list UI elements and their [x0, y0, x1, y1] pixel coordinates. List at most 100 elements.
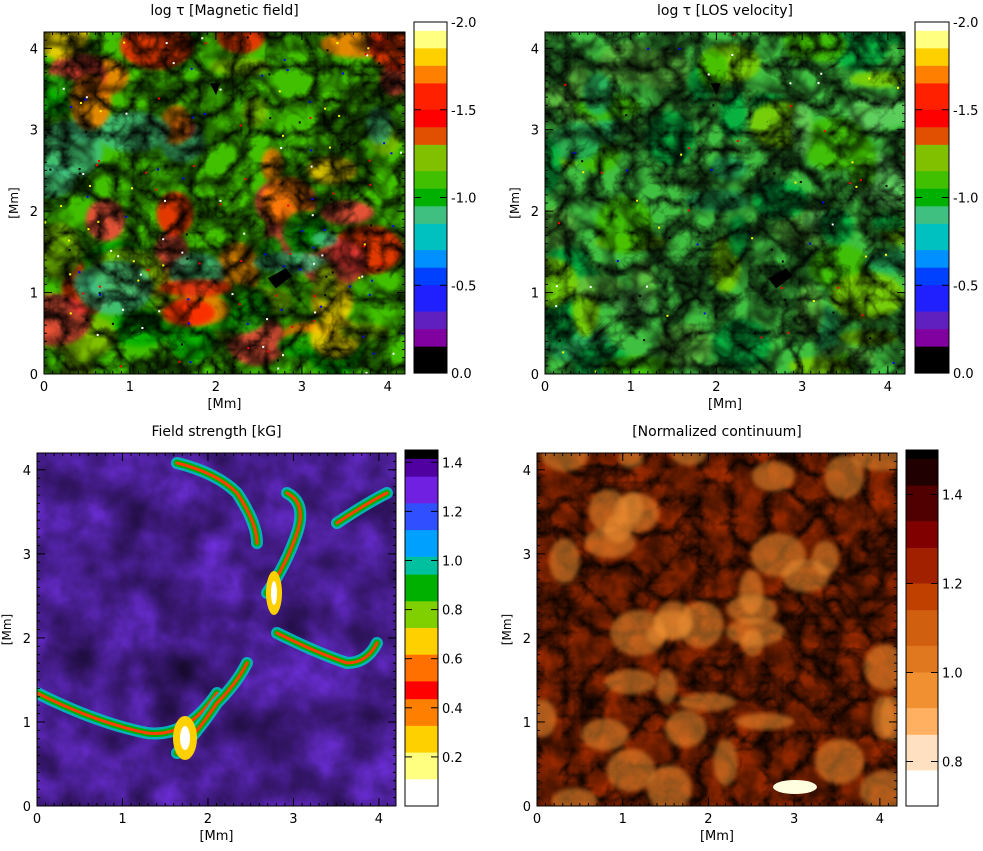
colorbar-segment — [906, 761, 938, 771]
speckle — [219, 199, 222, 202]
colorbar-segment — [906, 779, 938, 789]
colorbar-segment — [915, 294, 949, 304]
granule — [604, 669, 657, 695]
speckle — [268, 73, 271, 76]
colorbar-segment — [915, 346, 949, 357]
speckle — [85, 96, 88, 99]
colorbar-segment — [906, 610, 938, 620]
x-tick-label: 0 — [33, 812, 41, 827]
speckle — [326, 49, 329, 52]
speckle — [773, 172, 776, 175]
speckle — [187, 298, 190, 301]
speckle — [789, 82, 792, 85]
colorbar-segment — [414, 109, 447, 120]
speckle — [378, 62, 381, 65]
colorbar-segment — [906, 752, 938, 763]
colorbar-segment — [906, 663, 938, 674]
speckle — [794, 181, 797, 184]
speckle — [312, 262, 315, 265]
speckle — [277, 367, 280, 370]
colorbar-segment — [906, 654, 938, 665]
speckle — [313, 319, 316, 322]
colorbar-segment — [906, 494, 938, 504]
colorbar-segment — [414, 118, 447, 128]
speckle — [703, 312, 706, 315]
y-axis-label: [Mm] — [7, 187, 21, 218]
colorbar-segment — [915, 74, 949, 85]
speckle — [240, 260, 243, 263]
field-lane-peak — [335, 491, 389, 525]
speckle — [837, 286, 840, 289]
speckle — [831, 223, 834, 226]
colorbar-segment — [906, 556, 938, 567]
colorbar-segment — [414, 355, 447, 365]
y-tick-label: 4 — [30, 42, 38, 57]
colorbar-segment — [906, 636, 938, 647]
speckle — [181, 251, 184, 254]
colorbar-segment — [906, 583, 938, 593]
colorbar-segment — [405, 645, 438, 656]
colorbar-segment — [906, 770, 938, 780]
speckle — [680, 153, 683, 156]
speckle — [324, 107, 327, 110]
colorbar-segment — [906, 503, 938, 513]
speckle — [864, 255, 867, 258]
x-tick-label: 1 — [627, 380, 635, 395]
colorbar-segment — [414, 285, 447, 295]
colorbar-segment — [906, 788, 938, 798]
colorbar-segment — [915, 232, 949, 242]
speckle — [164, 199, 167, 202]
speckle — [98, 285, 101, 288]
colorbar-segment — [405, 681, 438, 691]
colorbar-segment — [405, 458, 438, 469]
colorbar-segment — [405, 654, 438, 665]
speckle — [736, 139, 739, 142]
speckle — [266, 350, 269, 353]
speckle — [309, 116, 312, 119]
colorbar-tick-label: -1.0 — [451, 192, 476, 207]
panel-2: 0 1 2 3 4 0 1 2 3 4 log τ [LOS velocity] [Mm] [Mm] -2… — [508, 3, 978, 412]
field-hotspot-core — [180, 726, 190, 750]
granule — [713, 739, 738, 786]
speckle — [130, 187, 133, 190]
colorbar-segment — [405, 797, 438, 807]
y-tick-label: 3 — [30, 124, 38, 139]
speckle — [313, 295, 316, 298]
colorbar-segment — [915, 30, 949, 41]
speckle — [885, 184, 888, 187]
colorbar-segment — [414, 162, 447, 172]
speckle — [666, 314, 669, 317]
colorbar-segment — [915, 136, 949, 146]
speckle — [892, 361, 895, 364]
speckle — [658, 226, 661, 229]
speckle — [96, 333, 99, 336]
speckle — [600, 171, 603, 174]
speckle — [372, 352, 375, 355]
colorbar-segment — [414, 74, 447, 85]
speckle — [231, 293, 234, 296]
colorbar-segment — [405, 556, 438, 567]
colorbar-segment — [405, 699, 438, 709]
colorbar-segment — [906, 458, 938, 469]
speckle — [243, 232, 246, 235]
colorbar-segment — [915, 329, 949, 339]
speckle — [246, 36, 249, 39]
x-tick-label: 1 — [126, 380, 134, 395]
granule — [751, 461, 795, 492]
colorbar-segment — [906, 485, 938, 496]
speckle — [121, 308, 124, 311]
colorbar-segment — [405, 690, 438, 700]
speckle — [636, 199, 639, 202]
speckle — [82, 173, 85, 176]
speckle — [311, 214, 314, 217]
x-axis-label: [Mm] — [199, 829, 233, 844]
colorbar-tick-label: 1.4 — [442, 456, 463, 471]
colorbar-segment — [906, 530, 938, 540]
speckle — [832, 311, 835, 314]
speckle — [823, 130, 826, 133]
colorbar-tick-label: 1.0 — [442, 554, 463, 569]
colorbar-segment — [906, 797, 938, 807]
speckle — [137, 279, 140, 282]
speckle — [247, 347, 250, 350]
